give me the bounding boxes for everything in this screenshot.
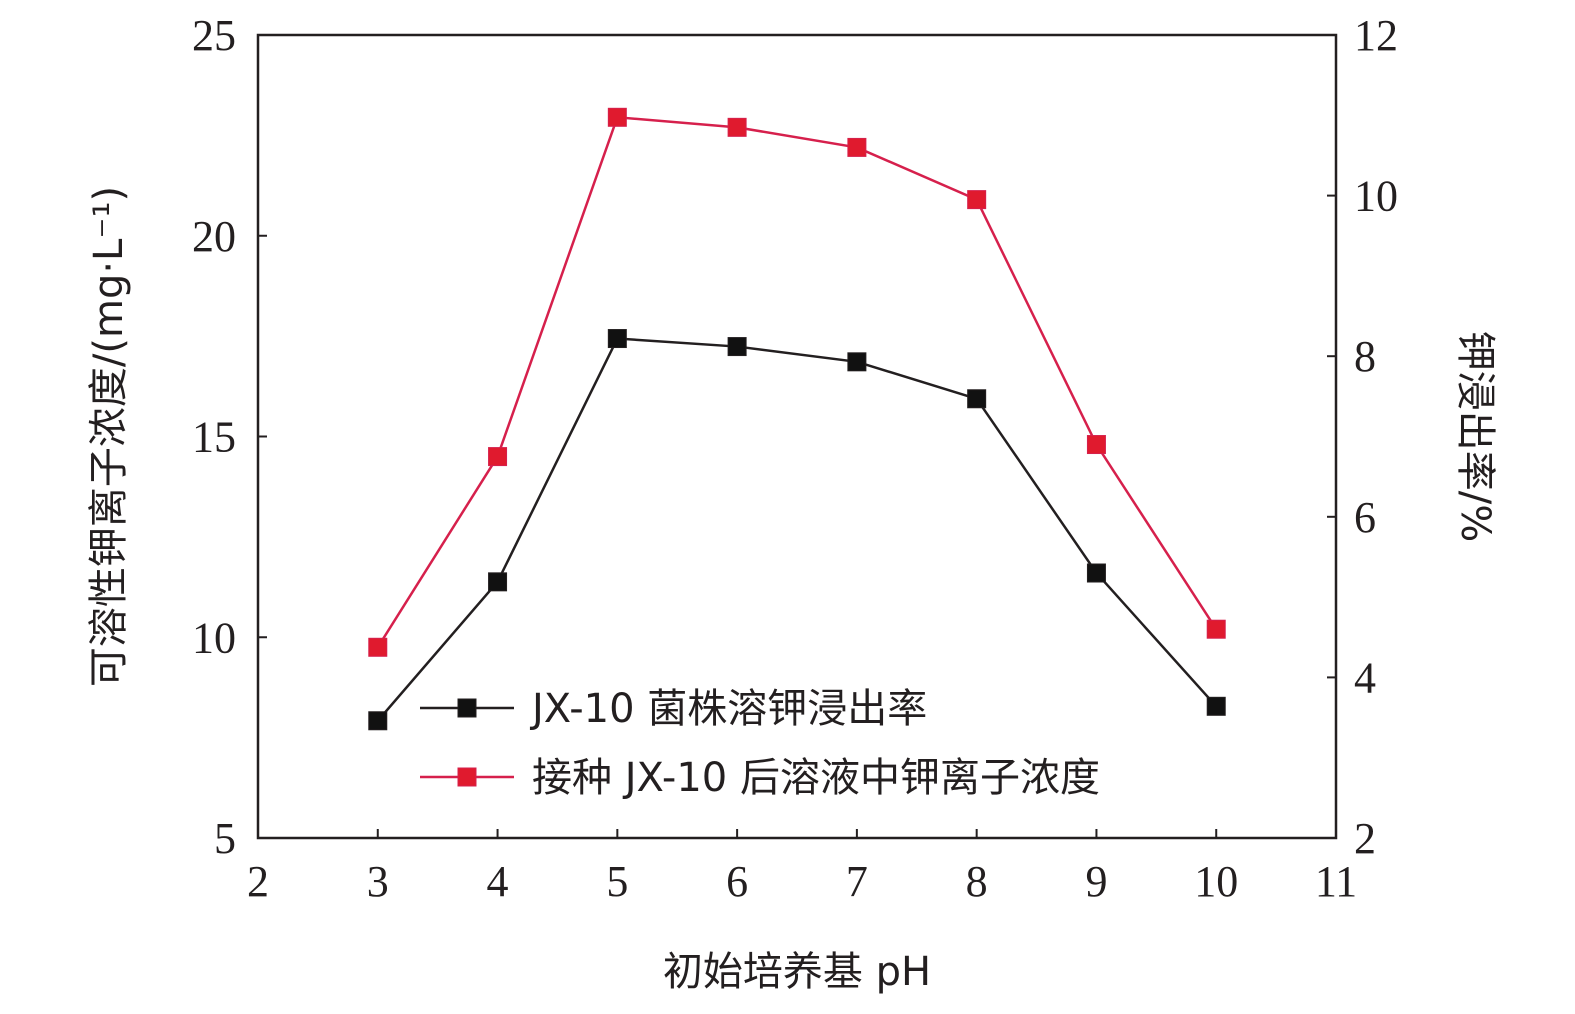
right-y-tick-label: 2 <box>1354 814 1376 863</box>
x-tick-label: 9 <box>1085 857 1107 906</box>
data-point <box>368 711 388 731</box>
x-tick-label: 2 <box>247 857 269 906</box>
x-tick-label: 7 <box>846 857 868 906</box>
data-point <box>967 389 987 409</box>
data-point <box>1086 563 1106 583</box>
data-point <box>1206 696 1226 716</box>
data-point <box>488 447 508 467</box>
tick-labels: 2 3 4 5 6 7 8 9 10 11 5 10 15 20 25 2 4 6 8 10 12 <box>192 11 1398 906</box>
left-y-tick-label: 25 <box>192 11 236 60</box>
data-point <box>368 637 388 657</box>
data-point <box>1086 435 1106 455</box>
left-y-tick-label: 20 <box>192 212 236 261</box>
left-y-tick-label: 10 <box>192 613 236 662</box>
series-layer <box>368 107 1226 731</box>
data-point <box>967 190 987 210</box>
series-1 <box>368 107 1226 657</box>
left-y-axis-title: 可溶性钾离子浓度/(mg·L⁻¹) <box>86 186 132 687</box>
data-point <box>727 337 747 357</box>
x-tick-label: 8 <box>966 857 988 906</box>
series-line <box>376 115 1218 648</box>
tick-marks <box>257 34 1337 839</box>
x-axis-title: 初始培养基 pH <box>663 949 931 995</box>
right-y-tick-label: 4 <box>1354 653 1376 702</box>
legend-label: 接种 JX-10 后溶液中钾离子浓度 <box>532 755 1100 801</box>
x-tick-label: 5 <box>606 857 628 906</box>
data-point <box>607 329 627 349</box>
data-point <box>727 117 747 137</box>
x-tick-label: 11 <box>1315 857 1357 906</box>
legend-marker <box>457 767 477 787</box>
data-point <box>607 107 627 127</box>
right-y-tick-label: 10 <box>1354 172 1398 221</box>
left-y-tick-label: 15 <box>192 413 236 462</box>
data-point <box>847 137 867 157</box>
data-point <box>488 572 508 592</box>
data-point <box>1206 619 1226 639</box>
x-tick-label: 3 <box>367 857 389 906</box>
right-y-tick-label: 8 <box>1354 332 1376 381</box>
legend-label: JX-10 菌株溶钾浸出率 <box>529 686 927 732</box>
series-0 <box>368 329 1226 731</box>
legend-item-0: JX-10 菌株溶钾浸出率 <box>420 686 927 732</box>
x-tick-label: 10 <box>1194 857 1238 906</box>
right-y-tick-label: 6 <box>1354 493 1376 542</box>
legend-marker <box>457 698 477 718</box>
left-y-tick-label: 5 <box>214 814 236 863</box>
right-y-axis-title: 钾浸出率/% <box>1452 331 1498 542</box>
data-point <box>847 352 867 372</box>
right-y-tick-label: 12 <box>1354 11 1398 60</box>
legend-item-1: 接种 JX-10 后溶液中钾离子浓度 <box>420 755 1100 801</box>
x-tick-label: 4 <box>487 857 509 906</box>
series-line <box>376 337 1218 722</box>
x-tick-label: 6 <box>726 857 748 906</box>
